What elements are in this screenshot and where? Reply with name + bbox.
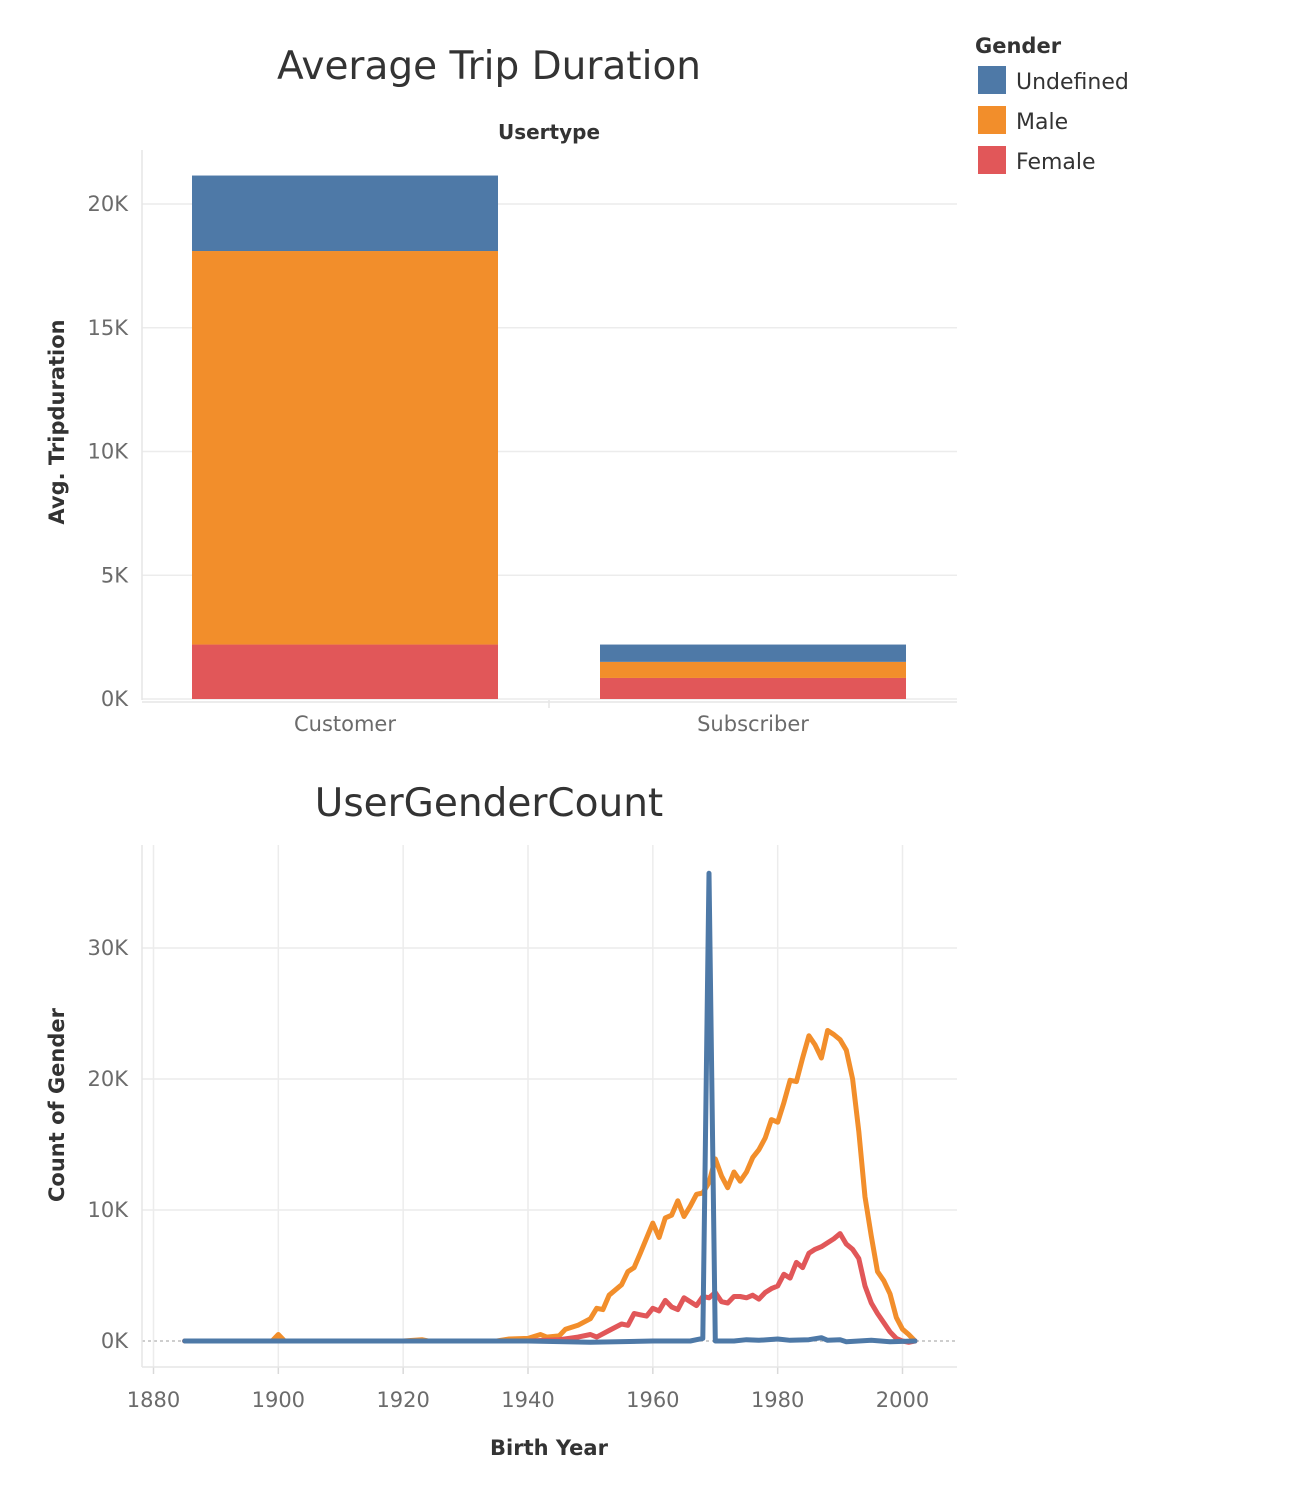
bar-customer-female (192, 644, 498, 699)
y-tick-label: 5K (101, 563, 129, 587)
grid (141, 845, 957, 1374)
y-tick-label: 20K (88, 1067, 130, 1091)
facet-header: Usertype (498, 120, 600, 144)
line-undefined (182, 870, 918, 1345)
x-axis-title: Birth Year (490, 1436, 609, 1460)
bars (192, 175, 906, 699)
x-tick-label: 1920 (376, 1388, 429, 1412)
legend-swatch-undefined (978, 66, 1006, 94)
bar-customer-undefined (192, 175, 498, 252)
y-tick-label: 0K (101, 687, 129, 711)
gender-legend: Gender Undefined Male Female (975, 34, 1129, 175)
chart-title: UserGenderCount (315, 781, 663, 826)
x-tick-label: Subscriber (697, 712, 809, 736)
lines (182, 870, 918, 1345)
legend-swatch-male (978, 106, 1006, 134)
x-axis: Customer Subscriber (294, 712, 809, 736)
chart-title: Average Trip Duration (277, 44, 701, 89)
legend-label-undefined: Undefined (1016, 70, 1129, 95)
legend-title: Gender (975, 34, 1062, 58)
y-tick-label: 10K (88, 1198, 130, 1222)
y-axis-title: Avg. Tripduration (45, 319, 69, 524)
y-tick-label: 20K (88, 192, 130, 216)
x-tick-label: 1940 (501, 1388, 554, 1412)
x-tick-label: 1880 (127, 1388, 180, 1412)
average-trip-duration-chart: Average Trip Duration Usertype Avg. Trip… (45, 44, 957, 736)
y-tick-label: 30K (88, 936, 130, 960)
x-axis: 1880 1900 1920 1940 1960 1980 2000 (127, 1388, 929, 1412)
legend-swatch-female (978, 146, 1006, 174)
y-tick-label: 10K (88, 440, 130, 464)
y-tick-label: 0K (101, 1329, 129, 1353)
x-tick-label: 1900 (252, 1388, 305, 1412)
x-tick-label: 1960 (626, 1388, 679, 1412)
x-tick-label: 2000 (876, 1388, 929, 1412)
bar-customer-male (192, 251, 498, 645)
line-female (182, 1231, 918, 1345)
user-gender-count-chart: UserGenderCount Count of Gender Birth Ye… (45, 781, 957, 1460)
x-tick-label: 1980 (751, 1388, 804, 1412)
y-axis: 0K 5K 10K 15K 20K (88, 192, 130, 711)
legend-label-female: Female (1016, 150, 1096, 175)
bar-subscriber-male (600, 661, 906, 678)
y-axis-title: Count of Gender (45, 1007, 69, 1202)
legend-label-male: Male (1016, 110, 1068, 135)
bar-subscriber-female (600, 677, 906, 699)
x-tick-label: Customer (294, 712, 396, 736)
bar-subscriber-undefined (600, 644, 906, 662)
y-tick-label: 15K (88, 316, 130, 340)
y-axis: 0K 10K 20K 30K (88, 936, 130, 1353)
line-male (182, 1028, 918, 1344)
